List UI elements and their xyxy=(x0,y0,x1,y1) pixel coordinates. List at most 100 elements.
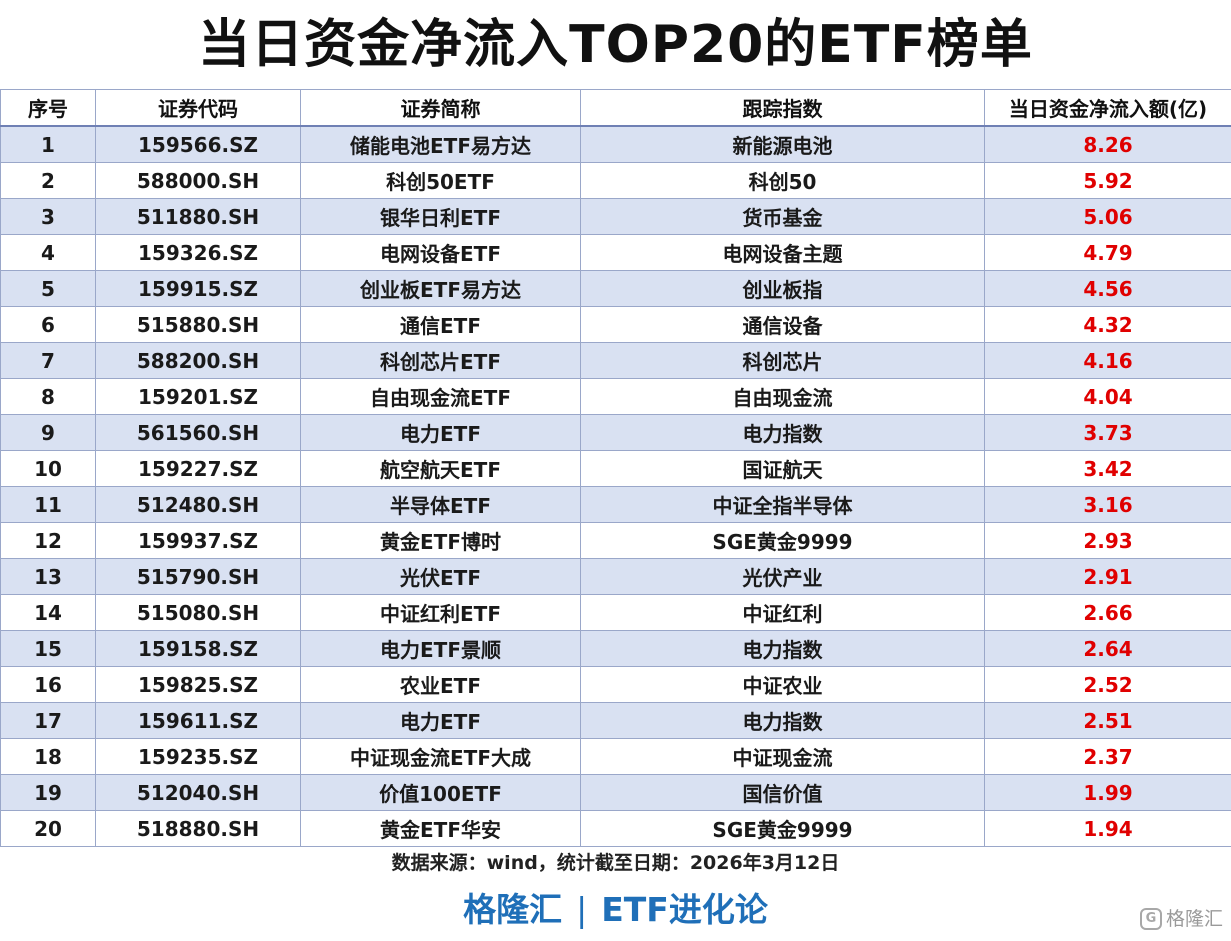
cell-net-inflow: 5.06 xyxy=(984,198,1231,235)
cell-rank: 1 xyxy=(0,125,96,163)
cell-name: 通信ETF xyxy=(300,306,581,343)
cell-index: 国证航天 xyxy=(580,450,985,487)
table-row: 16 159825.SZ 农业ETF 中证农业 2.52 xyxy=(0,666,1231,703)
table-row: 14 515080.SH 中证红利ETF 中证红利 2.66 xyxy=(0,594,1231,631)
etf-inflow-table: 序号 证券代码 证券简称 跟踪指数 当日资金净流入额(亿) 1 159566.SZ… xyxy=(0,89,1231,847)
header-name: 证券简称 xyxy=(300,89,581,127)
table-row: 11 512480.SH 半导体ETF 中证全指半导体 3.16 xyxy=(0,486,1231,523)
cell-net-inflow: 4.32 xyxy=(984,306,1231,343)
cell-index: 光伏产业 xyxy=(580,558,985,595)
cell-rank: 12 xyxy=(0,522,96,559)
table-row: 18 159235.SZ 中证现金流ETF大成 中证现金流 2.37 xyxy=(0,738,1231,775)
cell-code: 561560.SH xyxy=(95,414,301,451)
cell-rank: 18 xyxy=(0,738,96,775)
cell-net-inflow: 2.93 xyxy=(984,522,1231,559)
cell-net-inflow: 4.79 xyxy=(984,234,1231,271)
cell-name: 黄金ETF华安 xyxy=(300,810,581,847)
cell-name: 半导体ETF xyxy=(300,486,581,523)
cell-name: 电力ETF景顺 xyxy=(300,630,581,667)
table-row: 6 515880.SH 通信ETF 通信设备 4.32 xyxy=(0,306,1231,343)
cell-rank: 19 xyxy=(0,774,96,811)
cell-index: 科创芯片 xyxy=(580,342,985,379)
table-row: 1 159566.SZ 储能电池ETF易方达 新能源电池 8.26 xyxy=(0,125,1231,163)
cell-code: 159937.SZ xyxy=(95,522,301,559)
cell-index: SGE黄金9999 xyxy=(580,522,985,559)
cell-code: 511880.SH xyxy=(95,198,301,235)
cell-rank: 2 xyxy=(0,162,96,199)
brand-name: 格隆汇 xyxy=(463,890,563,929)
cell-rank: 15 xyxy=(0,630,96,667)
cell-index: 国信价值 xyxy=(580,774,985,811)
cell-name: 中证现金流ETF大成 xyxy=(300,738,581,775)
cell-net-inflow: 2.52 xyxy=(984,666,1231,703)
cell-net-inflow: 1.99 xyxy=(984,774,1231,811)
table-body: 1 159566.SZ 储能电池ETF易方达 新能源电池 8.26 2 588000.SH 科… xyxy=(0,125,1231,847)
table-row: 7 588200.SH 科创芯片ETF 科创芯片 4.16 xyxy=(0,342,1231,379)
cell-net-inflow: 4.56 xyxy=(984,270,1231,307)
cell-name: 电力ETF xyxy=(300,414,581,451)
cell-name: 农业ETF xyxy=(300,666,581,703)
cell-net-inflow: 5.92 xyxy=(984,162,1231,199)
cell-net-inflow: 2.37 xyxy=(984,738,1231,775)
cell-rank: 6 xyxy=(0,306,96,343)
cell-code: 512040.SH xyxy=(95,774,301,811)
cell-rank: 10 xyxy=(0,450,96,487)
cell-index: 新能源电池 xyxy=(580,125,985,163)
cell-rank: 7 xyxy=(0,342,96,379)
cell-net-inflow: 2.66 xyxy=(984,594,1231,631)
table-row: 19 512040.SH 价值100ETF 国信价值 1.99 xyxy=(0,774,1231,811)
cell-code: 159201.SZ xyxy=(95,378,301,415)
brand-footer: 格隆汇 | ETF进化论 xyxy=(0,884,1231,936)
cell-code: 159227.SZ xyxy=(95,450,301,487)
cell-index: SGE黄金9999 xyxy=(580,810,985,847)
cell-index: 科创50 xyxy=(580,162,985,199)
cell-rank: 8 xyxy=(0,378,96,415)
table-row: 4 159326.SZ 电网设备ETF 电网设备主题 4.79 xyxy=(0,234,1231,271)
cell-name: 光伏ETF xyxy=(300,558,581,595)
cell-rank: 20 xyxy=(0,810,96,847)
brand-column-name: ETF进化论 xyxy=(601,890,768,929)
source-note: 数据来源：wind，统计截至日期：2026年3月12日 xyxy=(391,852,840,874)
cell-net-inflow: 3.73 xyxy=(984,414,1231,451)
cell-code: 159235.SZ xyxy=(95,738,301,775)
cell-rank: 5 xyxy=(0,270,96,307)
cell-code: 159611.SZ xyxy=(95,702,301,739)
cell-code: 515880.SH xyxy=(95,306,301,343)
cell-code: 588000.SH xyxy=(95,162,301,199)
page-title: 当日资金净流入TOP20的ETF榜单 xyxy=(198,15,1033,75)
cell-name: 银华日利ETF xyxy=(300,198,581,235)
gelonghui-logo-icon: G xyxy=(1139,908,1162,930)
header-code: 证券代码 xyxy=(95,89,301,127)
cell-index: 电力指数 xyxy=(580,414,985,451)
cell-index: 中证红利 xyxy=(580,594,985,631)
header-index: 跟踪指数 xyxy=(580,89,985,127)
cell-name: 黄金ETF博时 xyxy=(300,522,581,559)
table-row: 5 159915.SZ 创业板ETF易方达 创业板指 4.56 xyxy=(0,270,1231,307)
cell-code: 515790.SH xyxy=(95,558,301,595)
cell-index: 创业板指 xyxy=(580,270,985,307)
cell-code: 159566.SZ xyxy=(95,125,301,163)
cell-index: 中证农业 xyxy=(580,666,985,703)
cell-index: 中证全指半导体 xyxy=(580,486,985,523)
table-header-row: 序号 证券代码 证券简称 跟踪指数 当日资金净流入额(亿) xyxy=(0,89,1231,127)
cell-net-inflow: 2.91 xyxy=(984,558,1231,595)
table-row: 12 159937.SZ 黄金ETF博时 SGE黄金9999 2.93 xyxy=(0,522,1231,559)
watermark: G 格隆汇 xyxy=(1139,904,1223,934)
header-net-inflow: 当日资金净流入额(亿) xyxy=(984,89,1231,127)
cell-net-inflow: 3.16 xyxy=(984,486,1231,523)
cell-rank: 13 xyxy=(0,558,96,595)
cell-net-inflow: 4.04 xyxy=(984,378,1231,415)
cell-code: 159825.SZ xyxy=(95,666,301,703)
cell-rank: 11 xyxy=(0,486,96,523)
cell-index: 自由现金流 xyxy=(580,378,985,415)
cell-rank: 9 xyxy=(0,414,96,451)
cell-name: 自由现金流ETF xyxy=(300,378,581,415)
cell-code: 588200.SH xyxy=(95,342,301,379)
cell-rank: 17 xyxy=(0,702,96,739)
watermark-text: 格隆汇 xyxy=(1165,908,1223,930)
cell-index: 电网设备主题 xyxy=(580,234,985,271)
cell-name: 科创50ETF xyxy=(300,162,581,199)
table-row: 15 159158.SZ 电力ETF景顺 电力指数 2.64 xyxy=(0,630,1231,667)
cell-name: 储能电池ETF易方达 xyxy=(300,125,581,163)
cell-index: 中证现金流 xyxy=(580,738,985,775)
